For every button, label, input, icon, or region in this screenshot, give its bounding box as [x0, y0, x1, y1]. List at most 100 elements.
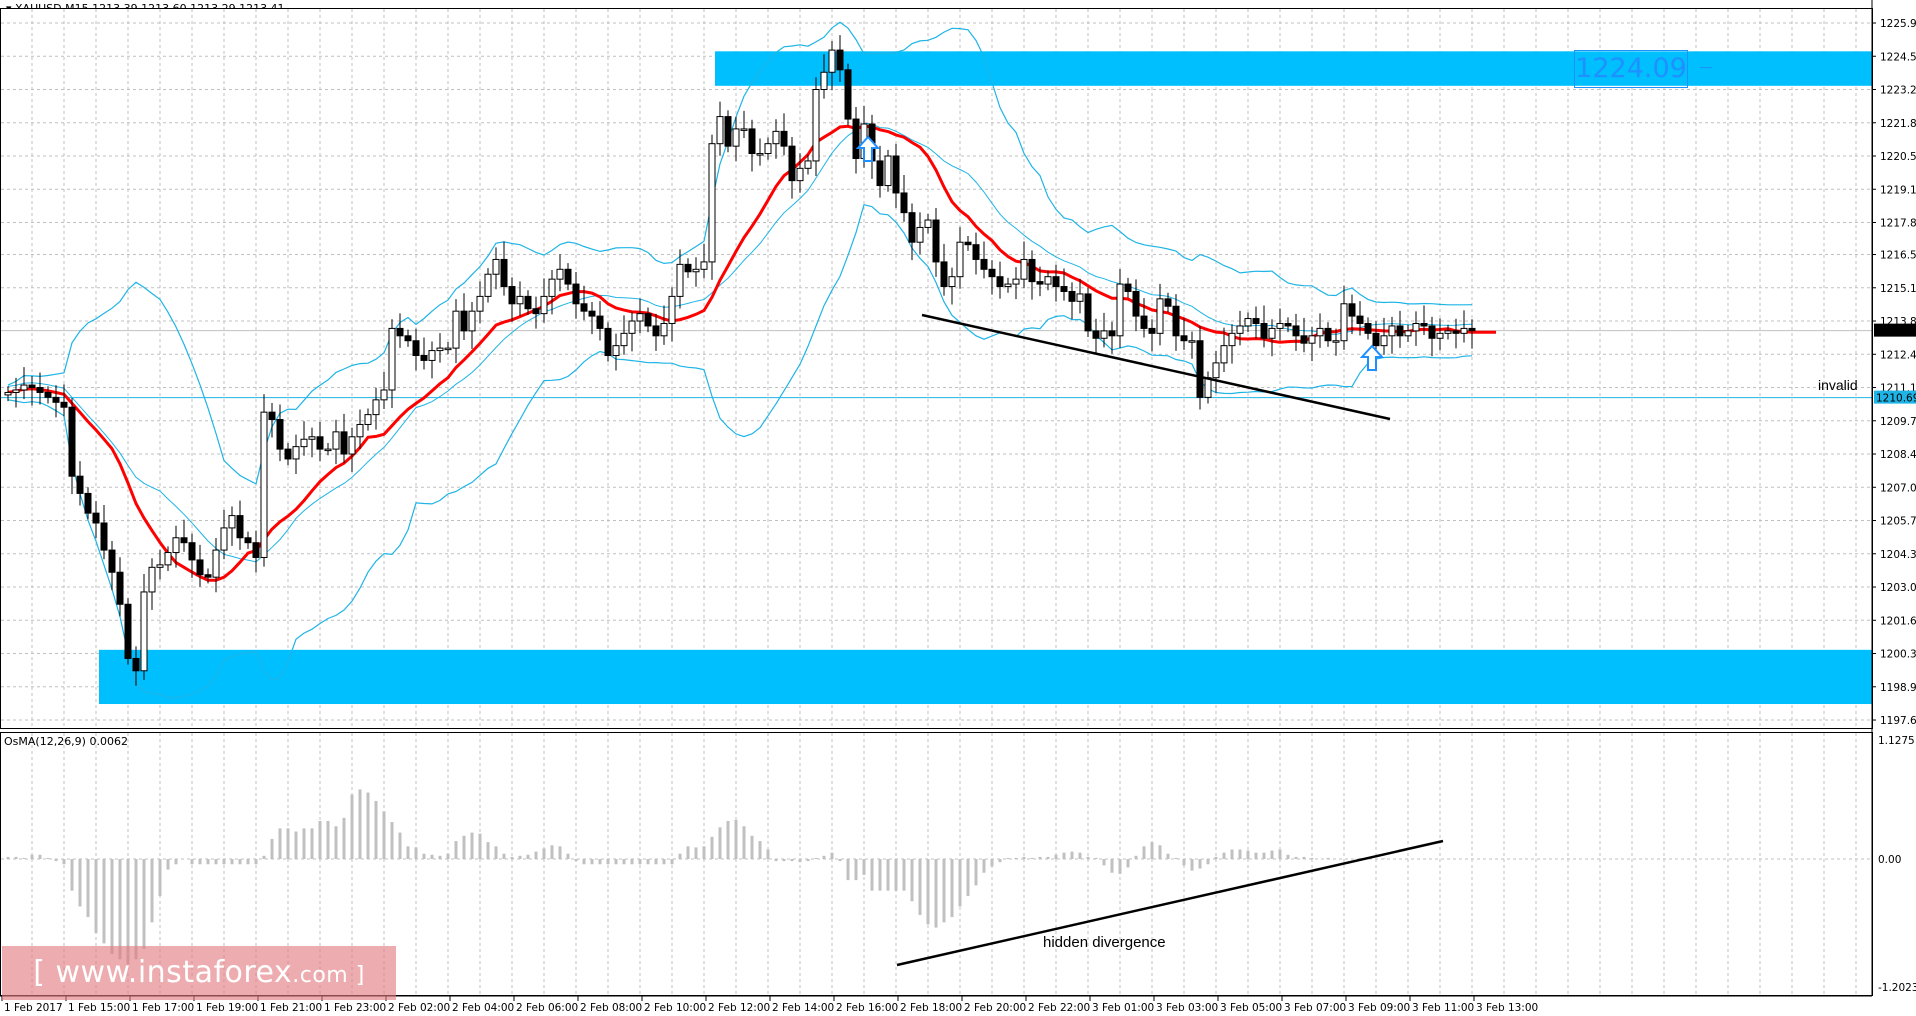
- candle: [708, 134, 716, 280]
- time-tick: 3 Feb 03:00: [1156, 1002, 1218, 1014]
- candle: [1340, 285, 1348, 350]
- candle: [852, 106, 860, 174]
- candle: [28, 375, 36, 406]
- candle: [572, 272, 580, 319]
- time-tick: 2 Feb 02:00: [388, 1002, 450, 1014]
- candle: [228, 506, 236, 546]
- candle: [876, 145, 884, 198]
- candle: [132, 646, 140, 686]
- candle: [732, 116, 740, 162]
- candle: [740, 110, 748, 139]
- candle: [1428, 316, 1436, 357]
- price-tick: 1204.35: [1880, 549, 1916, 561]
- candle: [1412, 311, 1420, 346]
- candle: [12, 377, 20, 408]
- price-tick: 1220.50: [1880, 151, 1916, 163]
- candle: [172, 525, 180, 568]
- candle: [164, 546, 172, 572]
- candle: [1172, 294, 1180, 351]
- candle: [508, 277, 516, 322]
- candle: [924, 213, 932, 234]
- candle: [916, 212, 924, 255]
- candle: [140, 573, 148, 680]
- osma-label: OsMA(12,26,9) 0.0062: [4, 735, 128, 748]
- candle: [1036, 266, 1044, 297]
- candle: [612, 333, 620, 371]
- candle: [84, 487, 92, 520]
- candle: [580, 285, 588, 321]
- candle: [268, 403, 276, 438]
- candle: [1156, 283, 1164, 346]
- candle: [716, 101, 724, 156]
- time-tick: 3 Feb 05:00: [1220, 1002, 1282, 1014]
- time-tick: 2 Feb 14:00: [772, 1002, 834, 1014]
- candle: [116, 557, 124, 617]
- candle: [484, 268, 492, 303]
- candle: [788, 137, 796, 199]
- candle: [996, 261, 1004, 299]
- candle: [460, 293, 468, 340]
- candle: [220, 509, 228, 560]
- candle: [380, 372, 388, 409]
- candle: [972, 232, 980, 275]
- candle: [532, 296, 540, 329]
- time-tick: 2 Feb 18:00: [900, 1002, 962, 1014]
- candle: [1268, 319, 1276, 357]
- candle: [292, 434, 300, 474]
- candle: [1292, 313, 1300, 351]
- time-tick: 2 Feb 04:00: [452, 1002, 514, 1014]
- candle: [316, 421, 324, 462]
- resistance-level-label: 1224.09: [1574, 50, 1688, 88]
- candle: [548, 270, 556, 315]
- time-tick: 2 Feb 10:00: [644, 1002, 706, 1014]
- time-tick: 3 Feb 01:00: [1092, 1002, 1154, 1014]
- candle: [932, 207, 940, 277]
- candle: [1308, 326, 1316, 362]
- candle: [964, 236, 972, 251]
- candle: [1092, 318, 1100, 354]
- candle: [772, 119, 780, 159]
- svg-text:1210.69: 1210.69: [1876, 393, 1916, 405]
- candle: [276, 404, 284, 462]
- candle: [516, 281, 524, 316]
- candle: [1436, 318, 1444, 351]
- time-tick: 3 Feb 11:00: [1412, 1002, 1474, 1014]
- candle: [940, 243, 948, 296]
- osma-tick: 0.00: [1878, 854, 1901, 866]
- time-tick: 2 Feb 06:00: [516, 1002, 578, 1014]
- candle: [388, 319, 396, 408]
- price-tick: 1219.15: [1880, 184, 1916, 196]
- candle: [1028, 250, 1036, 300]
- candle: [836, 35, 844, 82]
- candle: [1180, 317, 1188, 350]
- bollinger-lower: [7, 203, 1473, 699]
- candle: [908, 203, 916, 261]
- candle: [356, 409, 364, 449]
- candle: [748, 119, 756, 172]
- candle: [676, 249, 684, 309]
- resistance-zone: [715, 51, 1872, 86]
- candle: [468, 302, 476, 349]
- candle: [652, 313, 660, 351]
- candle: [604, 322, 612, 362]
- divergence-trendline: [896, 839, 1444, 967]
- candle: [476, 281, 484, 324]
- candle: [260, 394, 268, 567]
- time-tick: 1 Feb 23:00: [324, 1002, 386, 1014]
- candle: [180, 519, 188, 552]
- candle: [76, 461, 84, 506]
- candle: [348, 427, 356, 473]
- time-tick: 1 Feb 15:00: [68, 1002, 130, 1014]
- candle: [540, 278, 548, 323]
- price-tick: 1203.00: [1880, 582, 1916, 594]
- candle: [1228, 324, 1236, 364]
- candle: [1052, 264, 1060, 302]
- price-tick: 1225.90: [1880, 18, 1916, 30]
- candle: [308, 427, 316, 458]
- candle: [764, 137, 772, 160]
- price-tick: 1205.70: [1880, 516, 1916, 528]
- watermark-suffix: .com ]: [292, 963, 365, 988]
- candle: [1388, 316, 1396, 354]
- candle: [1324, 322, 1332, 347]
